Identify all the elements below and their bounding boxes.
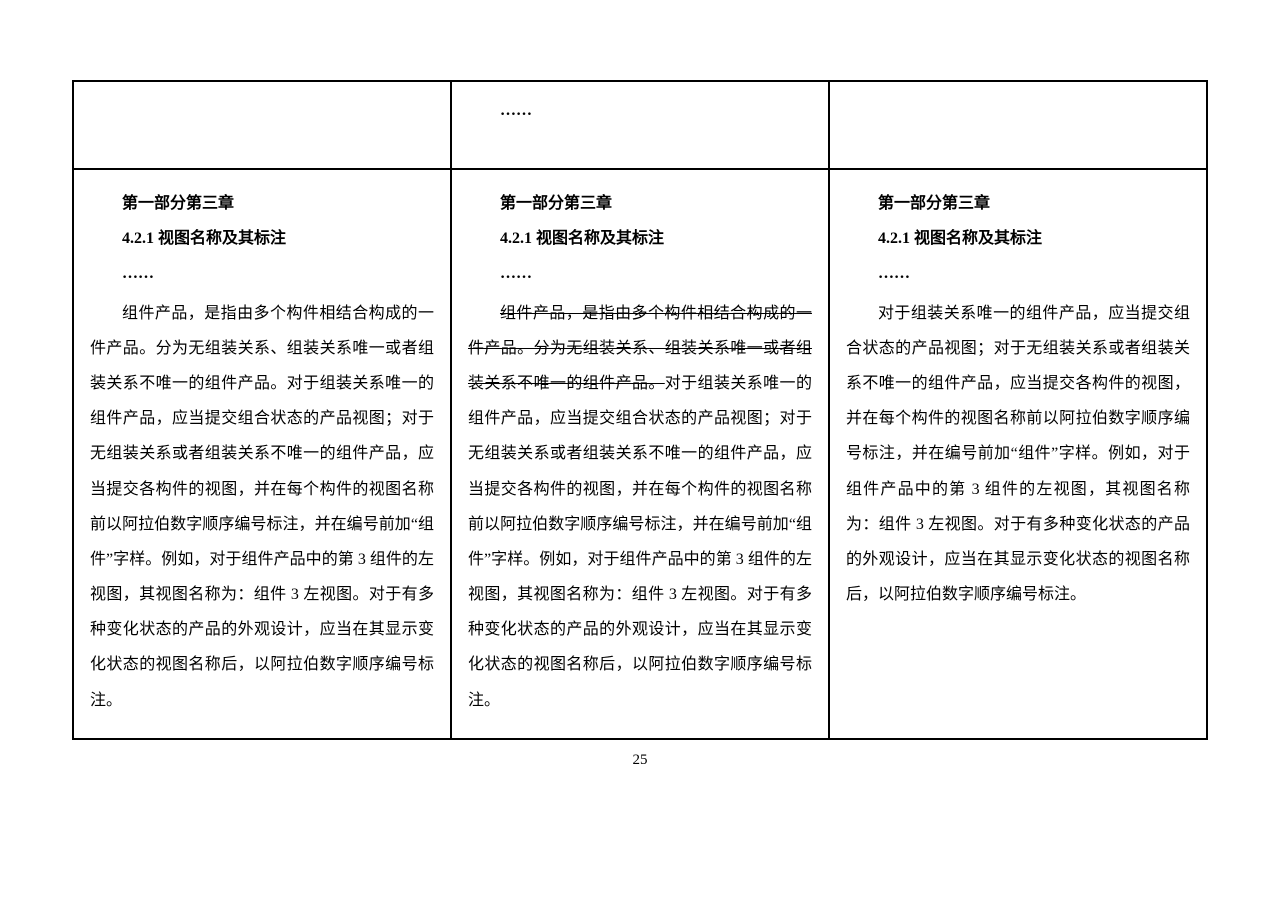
- table-row: ……: [73, 81, 1207, 169]
- ellipsis-text: ……: [846, 256, 1190, 291]
- rest-text: 对于组装关系唯一的组件产品，应当提交组合状态的产品视图；对于无组装关系或者组装关…: [468, 375, 812, 709]
- cell-r2-c1: 第一部分第三章 4.2.1 视图名称及其标注 …… 组件产品，是指由多个构件相结…: [73, 169, 451, 739]
- section-heading: 4.2.1 视图名称及其标注: [846, 221, 1190, 256]
- document-page: …… 第一部分第三章 4.2.1 视图名称及其标注 …… 组件产品，是指由多个构…: [0, 0, 1280, 809]
- table-row: 第一部分第三章 4.2.1 视图名称及其标注 …… 组件产品，是指由多个构件相结…: [73, 169, 1207, 739]
- body-paragraph: 组件产品，是指由多个构件相结合构成的一件产品。分为无组装关系、组装关系唯一或者组…: [90, 296, 434, 718]
- cell-r1-c3: [829, 81, 1207, 169]
- cell-r2-c3: 第一部分第三章 4.2.1 视图名称及其标注 …… 对于组装关系唯一的组件产品，…: [829, 169, 1207, 739]
- cell-r2-c2: 第一部分第三章 4.2.1 视图名称及其标注 …… 组件产品，是指由多个构件相结…: [451, 169, 829, 739]
- page-number: 25: [72, 752, 1208, 769]
- chapter-heading: 第一部分第三章: [468, 186, 812, 221]
- cell-r1-c1: [73, 81, 451, 169]
- cell-r1-c2: ……: [451, 81, 829, 169]
- ellipsis-text: ……: [468, 98, 812, 124]
- chapter-heading: 第一部分第三章: [846, 186, 1190, 221]
- ellipsis-text: ……: [468, 256, 812, 291]
- section-heading: 4.2.1 视图名称及其标注: [90, 221, 434, 256]
- comparison-table: …… 第一部分第三章 4.2.1 视图名称及其标注 …… 组件产品，是指由多个构…: [72, 80, 1208, 740]
- ellipsis-text: ……: [90, 256, 434, 291]
- chapter-heading: 第一部分第三章: [90, 186, 434, 221]
- section-heading: 4.2.1 视图名称及其标注: [468, 221, 812, 256]
- body-paragraph: 对于组装关系唯一的组件产品，应当提交组合状态的产品视图；对于无组装关系或者组装关…: [846, 296, 1190, 613]
- body-paragraph: 组件产品，是指由多个构件相结合构成的一件产品。分为无组装关系、组装关系唯一或者组…: [468, 296, 812, 718]
